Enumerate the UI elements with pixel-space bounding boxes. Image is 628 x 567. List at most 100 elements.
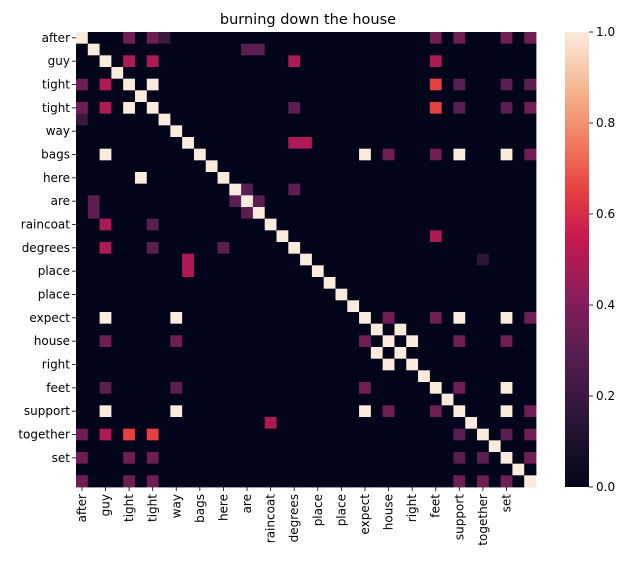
heatmap-cell [182, 323, 195, 336]
heatmap-cell [288, 242, 301, 255]
heatmap-cell [87, 382, 100, 395]
heatmap-cell [441, 102, 454, 115]
heatmap-cell [146, 172, 159, 185]
heatmap-cell [335, 195, 348, 208]
heatmap-cell [323, 382, 336, 395]
heatmap-cell [182, 300, 195, 313]
heatmap-cell [276, 172, 289, 185]
heatmap-cell [87, 452, 100, 465]
heatmap-cell [347, 452, 360, 465]
heatmap-cell [359, 242, 372, 255]
heatmap-cell [300, 195, 313, 208]
heatmap-cell [288, 300, 301, 313]
heatmap-cell [406, 440, 419, 453]
heatmap-cell [111, 160, 124, 173]
heatmap-cell [311, 207, 325, 220]
heatmap-cell [276, 335, 289, 348]
heatmap-cell [170, 347, 183, 360]
heatmap-cell [453, 288, 466, 301]
heatmap-cell [229, 195, 242, 208]
heatmap-cell [465, 405, 478, 418]
heatmap-cell [217, 347, 230, 360]
heatmap-cell [335, 172, 348, 185]
heatmap-cell [323, 440, 336, 453]
heatmap-cell [193, 32, 207, 45]
heatmap-cell [276, 370, 289, 383]
heatmap-cell [300, 417, 313, 430]
heatmap-cell [500, 475, 513, 488]
heatmap-cell [465, 195, 478, 208]
heatmap-cell [264, 370, 277, 383]
heatmap-cell [347, 125, 360, 138]
x-tick-label: guy [98, 494, 112, 516]
heatmap-cell [252, 78, 266, 91]
heatmap-cell [111, 148, 124, 161]
heatmap-cell [406, 230, 419, 243]
heatmap-cell [158, 347, 171, 360]
heatmap-cell [382, 90, 395, 103]
heatmap-cell [524, 148, 537, 161]
heatmap-cell [158, 358, 171, 371]
heatmap-cell [512, 195, 525, 208]
heatmap-cell [382, 335, 395, 348]
heatmap-cell [347, 172, 360, 185]
heatmap-cell [241, 312, 254, 325]
heatmap-cell [182, 440, 195, 453]
heatmap-cell [335, 218, 348, 231]
heatmap-cell [524, 452, 537, 465]
heatmap-cell [182, 393, 195, 406]
heatmap-cell [418, 125, 431, 138]
heatmap-cell [429, 475, 443, 488]
heatmap-cell [488, 113, 502, 126]
heatmap-cell [406, 475, 419, 488]
heatmap-cell [252, 405, 266, 418]
x-axis: after guy tight tight way bags here are raincoat… [75, 487, 514, 546]
heatmap-cell [99, 265, 112, 278]
heatmap-cell [441, 230, 454, 243]
heatmap-cell [359, 288, 372, 301]
heatmap-cell [406, 253, 419, 266]
heatmap-cell [359, 428, 372, 441]
heatmap-cell [347, 253, 360, 266]
heatmap-cell [382, 288, 395, 301]
heatmap-cell [76, 253, 89, 266]
heatmap-cell [418, 43, 431, 56]
heatmap-cell [229, 463, 242, 476]
heatmap-cell [76, 242, 89, 255]
heatmap-cell [477, 242, 490, 255]
heatmap-cell [311, 43, 325, 56]
heatmap-cell [252, 148, 266, 161]
heatmap-cell [264, 137, 277, 150]
heatmap-cell [359, 183, 372, 196]
heatmap-cell [453, 300, 466, 313]
heatmap-cell [300, 428, 313, 441]
heatmap-cell [488, 288, 502, 301]
heatmap-cell [205, 125, 218, 138]
heatmap-cell [158, 323, 171, 336]
heatmap-cell [488, 428, 502, 441]
heatmap-cell [441, 323, 454, 336]
heatmap-cell [205, 323, 218, 336]
heatmap-cell [382, 55, 395, 68]
heatmap-cell [429, 452, 443, 465]
heatmap-cell [217, 253, 230, 266]
heatmap-cell [205, 463, 218, 476]
heatmap-cell [217, 125, 230, 138]
x-tick-label: tight [146, 494, 160, 522]
heatmap-cell [182, 277, 195, 290]
heatmap-cell [288, 113, 301, 126]
heatmap-cell [382, 195, 395, 208]
heatmap-cell [217, 463, 230, 476]
heatmap-cell [512, 102, 525, 115]
heatmap-cell [193, 382, 207, 395]
heatmap-cell [347, 195, 360, 208]
heatmap-cell [418, 32, 431, 45]
heatmap-cell [382, 43, 395, 56]
heatmap-cell [158, 475, 171, 488]
heatmap-cell [76, 347, 89, 360]
heatmap-cell [87, 218, 100, 231]
heatmap-cell [465, 102, 478, 115]
heatmap-cell [512, 428, 525, 441]
heatmap-cell [394, 218, 407, 231]
heatmap-cell [205, 230, 218, 243]
